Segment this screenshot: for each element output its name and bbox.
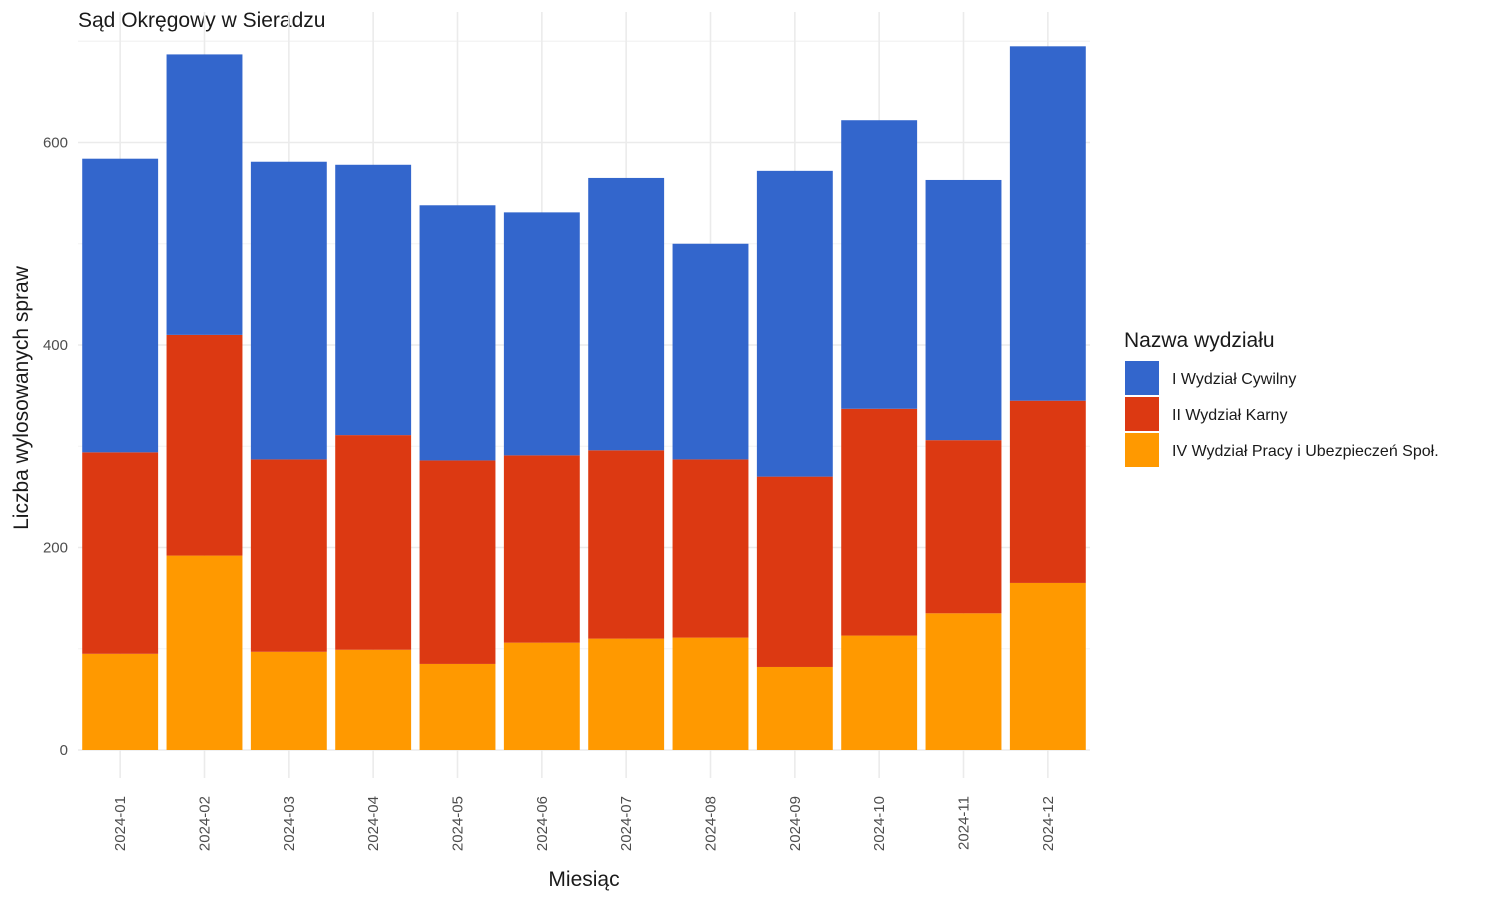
bar-segment: 2024-02 — I Wydział Cywilny: 277	[166, 54, 243, 335]
bar-segment: 2024-08 — IV Wydział Pracy i Ubezpieczeń…	[672, 637, 749, 750]
bar-segment: 2024-09 — I Wydział Cywilny: 302	[756, 170, 833, 477]
y-tick-label: 200	[43, 540, 68, 557]
bar-segment: 2024-08 — II Wydział Karny: 176	[672, 459, 749, 638]
bar-segment: 2024-12 — II Wydział Karny: 180	[1009, 400, 1086, 583]
plot-area: 2024-01 — IV Wydział Pracy i Ubezpieczeń…	[43, 12, 1090, 851]
bar-segment: 2024-02 — II Wydział Karny: 218	[166, 334, 243, 556]
bar-segment: 2024-11 — II Wydział Karny: 171	[925, 440, 1002, 614]
bar-segment: 2024-06 — II Wydział Karny: 185	[503, 455, 580, 643]
bar-segment: 2024-08 — I Wydział Cywilny: 213	[672, 243, 749, 460]
x-tick-label: 2024-09	[787, 796, 804, 851]
bar-segment: 2024-05 — I Wydział Cywilny: 252	[419, 205, 496, 461]
y-tick-label: 0	[60, 742, 68, 759]
bar-segment: 2024-06 — I Wydział Cywilny: 240	[503, 212, 580, 456]
legend-key	[1125, 433, 1159, 467]
y-tick-label: 400	[43, 337, 68, 354]
x-tick-label: 2024-10	[871, 796, 888, 851]
bar-segment: 2024-12 — I Wydział Cywilny: 350	[1009, 46, 1086, 401]
x-tick-label: 2024-12	[1040, 796, 1057, 851]
x-tick-label: 2024-11	[956, 796, 973, 850]
bar-segment: 2024-05 — IV Wydział Pracy i Ubezpieczeń…	[419, 663, 496, 750]
bar-segment: 2024-01 — I Wydział Cywilny: 290	[82, 158, 159, 453]
x-tick-label: 2024-08	[703, 796, 720, 851]
bar-segment: 2024-03 — II Wydział Karny: 190	[250, 459, 327, 652]
x-tick-label: 2024-03	[281, 796, 298, 851]
x-tick-label: 2024-01	[112, 796, 129, 851]
bar-segment: 2024-04 — I Wydział Cywilny: 267	[335, 164, 412, 436]
legend: Nazwa wydziału I Wydział Cywilny II Wydzi…	[1124, 329, 1439, 467]
bar-segment: 2024-07 — I Wydział Cywilny: 269	[588, 177, 665, 451]
bar-segment: 2024-02 — IV Wydział Pracy i Ubezpieczeń…	[166, 555, 243, 750]
bar-segment: 2024-06 — IV Wydział Pracy i Ubezpieczeń…	[503, 642, 580, 750]
y-tick-label: 600	[43, 135, 68, 152]
legend-key	[1125, 397, 1159, 431]
chart-title: Sąd Okręgowy w Sieradzu	[78, 9, 325, 32]
bar-segment: 2024-05 — II Wydział Karny: 201	[419, 460, 496, 664]
bar-segment: 2024-07 — IV Wydział Pracy i Ubezpieczeń…	[588, 638, 665, 750]
x-axis-title: Miesiąc	[548, 868, 619, 891]
bar-segment: 2024-09 — II Wydział Karny: 188	[756, 476, 833, 667]
bar-segment: 2024-11 — IV Wydział Pracy i Ubezpieczeń…	[925, 613, 1002, 750]
bar-segment: 2024-03 — I Wydział Cywilny: 294	[250, 161, 327, 460]
bar-segment: 2024-04 — II Wydział Karny: 212	[335, 435, 412, 650]
legend-label: II Wydział Karny	[1172, 407, 1287, 424]
bar-segment: 2024-04 — IV Wydział Pracy i Ubezpieczeń…	[335, 649, 412, 750]
y-axis-title: Liczba wylosowanych spraw	[10, 265, 33, 530]
bar-segment: 2024-12 — IV Wydział Pracy i Ubezpieczeń…	[1009, 582, 1086, 750]
bar-segment: 2024-01 — IV Wydział Pracy i Ubezpieczeń…	[82, 653, 159, 750]
bar-segment: 2024-10 — I Wydział Cywilny: 285	[841, 120, 918, 409]
bar-segment: 2024-10 — II Wydział Karny: 224	[841, 408, 918, 636]
x-tick-label: 2024-02	[197, 796, 214, 851]
bar-segment: 2024-09 — IV Wydział Pracy i Ubezpieczeń…	[756, 666, 833, 750]
legend-label: IV Wydział Pracy i Ubezpieczeń Społ.	[1172, 443, 1439, 460]
bar-segment: 2024-11 — I Wydział Cywilny: 257	[925, 179, 1002, 441]
x-tick-label: 2024-06	[534, 796, 551, 851]
bar-segment: 2024-01 — II Wydział Karny: 199	[82, 452, 159, 654]
x-tick-label: 2024-05	[450, 796, 467, 851]
legend-label: I Wydział Cywilny	[1172, 371, 1296, 388]
bar-segment: 2024-07 — II Wydział Karny: 186	[588, 450, 665, 639]
bar-segment: 2024-03 — IV Wydział Pracy i Ubezpieczeń…	[250, 651, 327, 750]
legend-key	[1125, 361, 1159, 395]
legend-title: Nazwa wydziału	[1124, 329, 1275, 352]
x-tick-label: 2024-07	[618, 796, 635, 851]
x-tick-label: 2024-04	[365, 796, 382, 851]
bar-segment: 2024-10 — IV Wydział Pracy i Ubezpieczeń…	[841, 635, 918, 750]
